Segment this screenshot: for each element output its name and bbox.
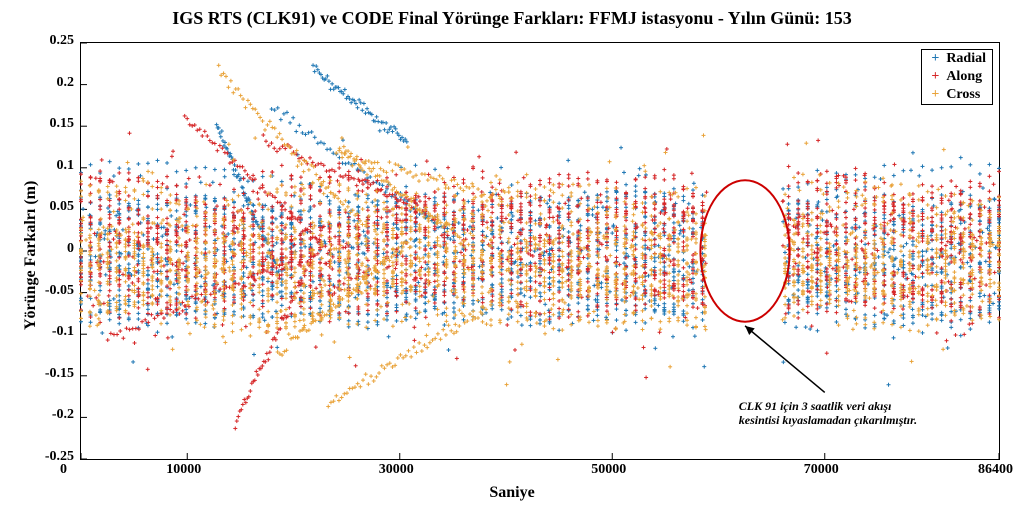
y-tick-label: -0.25 (45, 449, 74, 465)
y-tick-label: -0.05 (45, 283, 74, 299)
y-axis-label: Yörünge Farkalrı (m) (22, 181, 40, 330)
y-tick-label: 0.1 (57, 158, 75, 174)
y-tick-label: 0.25 (50, 33, 75, 49)
y-tick-label: 0.2 (57, 75, 75, 91)
x-tick-label: 70000 (804, 462, 839, 478)
legend-item-along: +Along (922, 68, 992, 86)
scatter-canvas (81, 43, 999, 459)
y-tick-label: -0.15 (45, 366, 74, 382)
chart-title: IGS RTS (CLK91) ve CODE Final Yörünge Fa… (0, 8, 1024, 29)
x-tick-label: 50000 (591, 462, 626, 478)
legend-label: Cross (946, 87, 980, 103)
gap-annotation-line: kesintisi kıyaslamadan çıkarılmıştır. (739, 414, 917, 428)
y-tick-label: 0 (67, 241, 74, 257)
legend-label: Along (946, 69, 982, 85)
legend-label: Radial (946, 51, 986, 67)
legend-marker-icon: + (928, 51, 942, 67)
gap-ellipse (700, 180, 789, 321)
x-tick-label: 10000 (166, 462, 201, 478)
plot-area: +Radial+Along+Cross (80, 42, 1000, 460)
x-tick-label: 86400 (978, 462, 1013, 478)
legend-marker-icon: + (928, 69, 942, 85)
figure: IGS RTS (CLK91) ve CODE Final Yörünge Fa… (0, 0, 1024, 511)
gap-arrow (745, 326, 825, 393)
y-tick-label: 0.05 (50, 199, 75, 215)
gap-annotation-text: CLK 91 için 3 saatlik veri akışıkesintis… (739, 400, 917, 428)
y-tick-label: 0.15 (50, 116, 75, 132)
legend: +Radial+Along+Cross (921, 49, 993, 105)
legend-item-cross: +Cross (922, 86, 992, 104)
y-tick-label: -0.1 (52, 324, 74, 340)
legend-item-radial: +Radial (922, 50, 992, 68)
x-axis-label: Saniye (0, 484, 1024, 502)
x-tick-label: 30000 (379, 462, 414, 478)
legend-marker-icon: + (928, 87, 942, 103)
gap-annotation-line: CLK 91 için 3 saatlik veri akışı (739, 400, 917, 414)
y-tick-label: -0.2 (52, 407, 74, 423)
